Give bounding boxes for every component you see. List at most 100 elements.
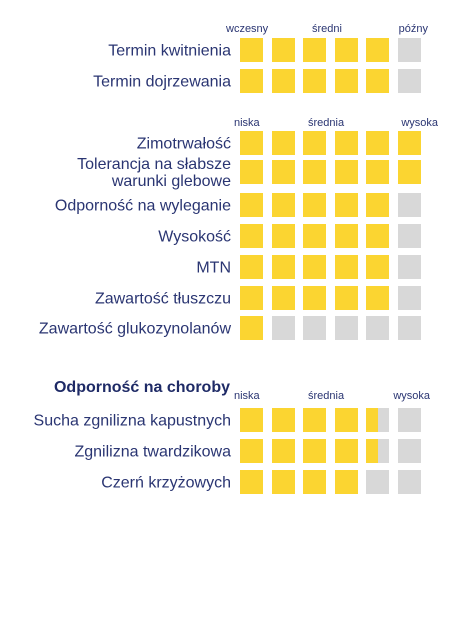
rating-fill <box>334 131 358 155</box>
rating-box <box>303 193 326 217</box>
rating-scale <box>240 160 430 186</box>
rating-fill <box>366 224 389 248</box>
rating-box <box>303 131 326 155</box>
rating-fill <box>271 439 295 463</box>
trait-row: Termin dojrzewania <box>0 69 450 95</box>
scale-low-label: niska <box>234 117 260 129</box>
rating-box <box>240 38 263 62</box>
trait-row: Wysokość <box>0 224 450 250</box>
rating-fill <box>366 160 389 184</box>
rating-box <box>366 160 389 184</box>
rating-box <box>271 255 295 279</box>
rating-box <box>334 286 358 310</box>
rating-box <box>271 470 295 494</box>
rating-box <box>397 286 421 310</box>
rating-scale <box>240 193 430 219</box>
rating-fill <box>397 160 421 184</box>
rating-box <box>271 408 295 432</box>
trait-label: Czerń krzyżowych <box>101 474 231 492</box>
rating-fill <box>271 470 295 494</box>
scale-legend-maturity: wczesny średni późny <box>226 23 430 37</box>
rating-box <box>240 193 263 217</box>
trait-row: Czerń krzyżowych <box>0 470 450 496</box>
trait-row: Sucha zgnilizna kapustnych <box>0 408 450 434</box>
scale-legend-traits: niska średnia wysoka <box>234 117 438 131</box>
rating-fill <box>303 408 326 432</box>
rating-box <box>366 408 389 432</box>
rating-box <box>334 193 358 217</box>
trait-row: Odporność na wyleganie <box>0 193 450 219</box>
rating-fill <box>366 193 389 217</box>
rating-box <box>240 255 263 279</box>
rating-fill <box>303 38 326 62</box>
rating-scale <box>240 131 430 157</box>
rating-box <box>240 470 263 494</box>
rating-fill <box>303 255 326 279</box>
rating-fill <box>240 160 263 184</box>
trait-label: Zawartość glukozynolanów <box>38 320 231 338</box>
rating-scale <box>240 439 430 465</box>
rating-fill <box>334 224 358 248</box>
rating-box <box>397 38 421 62</box>
rating-fill <box>271 131 295 155</box>
rating-box <box>240 439 263 463</box>
rating-box <box>397 131 421 155</box>
trait-label: Odporność na wyleganie <box>54 197 231 215</box>
rating-fill <box>366 38 389 62</box>
rating-box <box>366 316 389 340</box>
rating-box <box>240 160 263 184</box>
rating-fill <box>303 131 326 155</box>
rating-box <box>303 255 326 279</box>
rating-box <box>366 286 389 310</box>
trait-row: Tolerancja na słabsze warunki glebowe <box>0 156 450 190</box>
rating-box <box>303 316 326 340</box>
trait-label: Zgnilizna twardzikowa <box>74 443 231 461</box>
rating-box <box>397 316 421 340</box>
trait-label: Tolerancja na słabsze warunki glebowe <box>77 156 231 190</box>
rating-fill <box>366 255 389 279</box>
rating-fill <box>240 470 263 494</box>
scale-legend-disease: niska średnia wysoka <box>234 390 430 404</box>
rating-box <box>271 286 295 310</box>
rating-scale <box>240 69 430 95</box>
rating-scale <box>240 470 430 496</box>
rating-fill <box>334 69 358 93</box>
rating-box <box>366 255 389 279</box>
trait-row: Zawartość glukozynolanów <box>0 316 450 342</box>
rating-box <box>397 470 421 494</box>
scale-low-label: wczesny <box>226 23 269 35</box>
rating-fill <box>366 439 378 463</box>
rating-box <box>366 38 389 62</box>
rating-box <box>303 470 326 494</box>
rating-fill <box>303 286 326 310</box>
rating-fill <box>240 439 263 463</box>
trait-row: Zimotrwałość <box>0 131 450 157</box>
rating-fill <box>271 160 295 184</box>
trait-label: MTN <box>196 259 231 277</box>
trait-label: Zimotrwałość <box>136 135 231 153</box>
rating-box <box>303 439 326 463</box>
trait-label: Zawartość tłuszczu <box>94 290 231 308</box>
trait-label: Termin kwitnienia <box>108 42 231 60</box>
rating-fill <box>366 131 389 155</box>
rating-box <box>397 160 421 184</box>
scale-mid-label: średni <box>312 23 342 35</box>
rating-fill <box>240 255 263 279</box>
rating-fill <box>240 38 263 62</box>
rating-box <box>397 408 421 432</box>
rating-fill <box>240 286 263 310</box>
rating-box <box>303 224 326 248</box>
rating-box <box>334 160 358 184</box>
rating-box <box>397 69 421 93</box>
scale-high-label: wysoka <box>401 117 438 129</box>
trait-row: Zgnilizna twardzikowa <box>0 439 450 465</box>
rating-fill <box>334 439 358 463</box>
rating-box <box>334 38 358 62</box>
rating-box <box>303 38 326 62</box>
rating-box <box>271 69 295 93</box>
rating-box <box>303 286 326 310</box>
rating-box <box>271 160 295 184</box>
scale-high-label: późny <box>398 23 428 35</box>
rating-box <box>366 224 389 248</box>
